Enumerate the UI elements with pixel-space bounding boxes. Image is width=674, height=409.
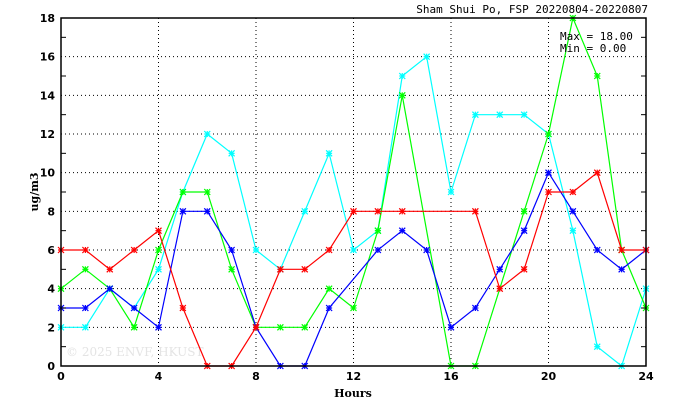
- data-point-cyan: [593, 343, 601, 351]
- data-point-green: [520, 207, 528, 215]
- data-point-green: [374, 227, 382, 235]
- data-point-cyan: [301, 207, 309, 215]
- data-point-blue: [569, 207, 577, 215]
- data-point-red: [106, 265, 114, 273]
- data-point-blue: [106, 285, 114, 293]
- data-point-blue: [228, 246, 236, 254]
- data-point-blue: [545, 169, 552, 177]
- data-point-blue: [520, 227, 528, 235]
- data-point-green: [179, 188, 187, 196]
- x-tick-label: 0: [57, 370, 65, 383]
- data-point-red: [398, 207, 406, 215]
- data-point-red: [496, 285, 504, 293]
- data-point-red: [276, 265, 284, 273]
- data-point-blue: [398, 227, 406, 235]
- data-point-blue: [203, 207, 211, 215]
- data-point-blue: [130, 304, 138, 312]
- data-point-red: [301, 265, 309, 273]
- data-point-cyan: [447, 188, 455, 196]
- data-point-cyan: [228, 149, 236, 157]
- y-tick-label: 4: [47, 283, 55, 296]
- data-point-red: [520, 265, 528, 273]
- data-point-green: [130, 323, 138, 331]
- data-point-red: [569, 188, 577, 196]
- data-point-green: [593, 72, 601, 80]
- data-point-cyan: [203, 130, 211, 138]
- y-tick-label: 6: [47, 244, 55, 257]
- data-point-red: [593, 169, 601, 177]
- data-point-blue: [423, 246, 431, 254]
- data-point-cyan: [325, 149, 333, 157]
- data-point-green: [276, 323, 284, 331]
- data-point-blue: [325, 304, 333, 312]
- x-tick-label: 4: [155, 370, 163, 383]
- y-tick-label: 14: [40, 89, 56, 102]
- y-tick-label: 8: [47, 205, 55, 218]
- data-point-red: [81, 246, 89, 254]
- data-point-blue: [81, 304, 89, 312]
- data-point-cyan: [398, 72, 406, 80]
- x-tick-label: 16: [443, 370, 459, 383]
- max-label: Max = 18.00: [560, 30, 633, 43]
- data-point-green: [155, 246, 162, 254]
- series-group: [57, 14, 650, 370]
- watermark: © 2025 ENVF, HKUST: [66, 345, 204, 359]
- data-point-cyan: [155, 265, 162, 273]
- data-point-blue: [593, 246, 601, 254]
- data-point-green: [398, 91, 406, 99]
- data-point-blue: [447, 323, 455, 331]
- data-point-blue: [618, 265, 626, 273]
- x-tick-label: 24: [638, 370, 654, 383]
- y-tick-label: 18: [40, 12, 55, 25]
- y-tick-label: 16: [40, 51, 56, 64]
- y-tick-label: 10: [40, 167, 56, 180]
- data-point-cyan: [471, 111, 479, 119]
- data-point-green: [228, 265, 236, 273]
- data-point-cyan: [252, 246, 260, 254]
- x-tick-label: 12: [346, 370, 361, 383]
- data-point-red: [350, 207, 357, 215]
- y-axis-label: ug/m3: [28, 173, 41, 212]
- series-line-blue: [61, 171, 647, 367]
- data-point-cyan: [520, 111, 528, 119]
- data-point-green: [203, 188, 211, 196]
- data-point-blue: [471, 304, 479, 312]
- series-line-red: [61, 171, 646, 367]
- x-tick-label: 20: [541, 370, 557, 383]
- min-label: Min = 0.00: [560, 42, 626, 55]
- y-tick-label: 0: [47, 360, 55, 373]
- data-point-blue: [179, 207, 187, 215]
- data-point-red: [374, 207, 382, 215]
- data-point-red: [471, 207, 479, 215]
- data-point-blue: [496, 265, 504, 273]
- data-point-red: [155, 227, 162, 235]
- y-tick-label: 2: [47, 321, 55, 334]
- data-point-red: [325, 246, 333, 254]
- data-point-cyan: [81, 323, 89, 331]
- data-point-green: [81, 265, 89, 273]
- data-point-red: [545, 188, 552, 196]
- data-point-blue: [374, 246, 382, 254]
- data-point-green: [301, 323, 309, 331]
- y-tick-label: 12: [40, 128, 55, 141]
- data-point-red: [252, 323, 260, 331]
- data-point-cyan: [496, 111, 504, 119]
- data-point-blue: [155, 323, 162, 331]
- x-axis-label: Hours: [334, 387, 372, 400]
- data-point-red: [618, 246, 626, 254]
- chart-title: Sham Shui Po, FSP 20220804-20220807: [416, 3, 648, 16]
- data-point-cyan: [423, 53, 431, 61]
- data-point-cyan: [569, 227, 577, 235]
- data-point-cyan: [350, 246, 357, 254]
- data-point-green: [325, 285, 333, 293]
- data-point-green: [545, 130, 552, 138]
- data-point-green: [350, 304, 357, 312]
- x-tick-label: 8: [252, 370, 260, 383]
- data-point-red: [179, 304, 187, 312]
- data-point-red: [130, 246, 138, 254]
